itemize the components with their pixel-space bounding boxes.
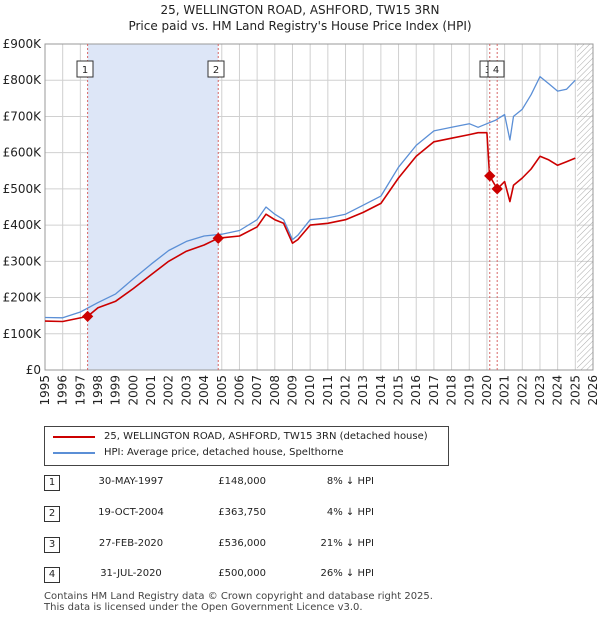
x-tick-label: 2004 <box>197 375 211 406</box>
x-tick-label: 2016 <box>409 375 423 406</box>
x-tick-label: 1999 <box>109 375 123 406</box>
sale-number-label: 4 <box>493 65 499 76</box>
x-tick-label: 2011 <box>321 375 335 406</box>
sale-number-badge: 1 <box>44 475 60 491</box>
sale-number-label: 1 <box>82 65 88 76</box>
price-chart: £0 £100K £200K £300K £400K £500K £600K £700K £80… <box>3 37 600 406</box>
sale-price: £148,000 <box>218 476 266 487</box>
x-tick-label: 2003 <box>179 375 193 406</box>
x-tick-label: 2025 <box>568 375 582 406</box>
x-tick-label: 2012 <box>339 375 353 406</box>
sale-date: 31-JUL-2020 <box>100 568 162 579</box>
plot-frame <box>44 43 594 371</box>
x-tick-label: 2009 <box>285 375 299 406</box>
sale-price: £536,000 <box>218 538 266 549</box>
y-tick-label: £800K <box>3 73 43 87</box>
x-tick-label: 1997 <box>73 375 87 406</box>
x-tick-label: 2017 <box>427 375 441 406</box>
sale-point <box>212 232 224 244</box>
x-tick-label: 2023 <box>533 375 547 406</box>
sale-date: 30-MAY-1997 <box>98 476 164 487</box>
legend-item-hpi: HPI: Average price, detached house, Spel… <box>53 447 344 458</box>
sale-number-box <box>487 60 505 78</box>
legend-item-property: 25, WELLINGTON ROAD, ASHFORD, TW15 3RN (… <box>53 431 428 442</box>
legend: 25, WELLINGTON ROAD, ASHFORD, TW15 3RN (… <box>44 426 449 466</box>
x-tick-label: 2008 <box>268 375 282 406</box>
x-tick-label: 1996 <box>56 375 70 406</box>
x-tick-label: 2006 <box>232 375 246 406</box>
x-tick-label: 2020 <box>480 375 494 406</box>
shaded-period <box>87 44 219 370</box>
y-tick-label: £200K <box>3 291 43 305</box>
sale-number-badge: 2 <box>44 506 60 522</box>
sale-date: 27-FEB-2020 <box>98 538 164 549</box>
x-tick-label: 2010 <box>303 375 317 406</box>
sale-hpi-diff: 26% ↓ HPI <box>320 568 374 579</box>
hpi-line <box>44 75 576 319</box>
footer-license: This data is licensed under the Open Gov… <box>44 602 363 613</box>
sale-number-box <box>207 60 225 78</box>
y-tick-label: £300K <box>3 254 43 268</box>
sale-number-box <box>76 60 94 78</box>
legend-label-hpi: HPI: Average price, detached house, Spel… <box>104 447 344 458</box>
sale-number-label: 2 <box>213 65 219 76</box>
x-tick-label: 1995 <box>38 375 52 406</box>
sale-number-badge: 4 <box>44 567 60 583</box>
chart-title: 25, WELLINGTON ROAD, ASHFORD, TW15 3RN <box>160 3 440 17</box>
sale-point <box>491 183 503 195</box>
y-tick-label: £100K <box>3 327 43 341</box>
x-tick-label: 2015 <box>392 375 406 406</box>
sale-hpi-diff: 4% ↓ HPI <box>326 507 374 518</box>
sale-price: £363,750 <box>218 507 266 518</box>
x-tick-label: 2013 <box>356 375 370 406</box>
sale-number-badge: 3 <box>44 537 60 553</box>
footer-copyright: Contains HM Land Registry data © Crown c… <box>44 591 433 602</box>
x-tick-label: 2005 <box>215 375 229 406</box>
x-tick-label: 2024 <box>551 375 565 406</box>
sale-hpi-diff: 21% ↓ HPI <box>320 538 374 549</box>
hatched-region <box>577 44 593 370</box>
y-tick-label: £0 <box>26 363 41 377</box>
x-tick-label: 2022 <box>515 375 529 406</box>
legend-swatch-hpi <box>53 451 95 454</box>
x-tick-label: 2026 <box>586 375 600 406</box>
x-tick-label: 2014 <box>374 375 388 406</box>
sale-date: 19-OCT-2004 <box>98 507 164 518</box>
x-tick-label: 2019 <box>462 375 476 406</box>
y-tick-label: £500K <box>3 182 43 196</box>
sale-point <box>484 170 496 182</box>
x-tick-label: 2021 <box>498 375 512 406</box>
property-price-line <box>44 131 576 323</box>
x-tick-label: 2007 <box>250 375 264 406</box>
legend-label-property: 25, WELLINGTON ROAD, ASHFORD, TW15 3RN (… <box>104 431 428 442</box>
y-tick-label: £400K <box>3 218 43 232</box>
sale-price: £500,000 <box>218 568 266 579</box>
x-tick-label: 2000 <box>126 375 140 406</box>
y-tick-label: £700K <box>3 109 43 123</box>
y-tick-label: £600K <box>3 146 43 160</box>
sale-hpi-diff: 8% ↓ HPI <box>326 476 374 487</box>
x-tick-label: 1998 <box>91 375 105 406</box>
x-tick-label: 2002 <box>162 375 176 406</box>
x-tick-label: 2001 <box>144 375 158 406</box>
y-tick-label: £900K <box>3 37 43 51</box>
chart-subtitle: Price paid vs. HM Land Registry's House … <box>128 19 472 33</box>
x-tick-label: 2018 <box>445 375 459 406</box>
legend-swatch-property <box>53 435 95 438</box>
